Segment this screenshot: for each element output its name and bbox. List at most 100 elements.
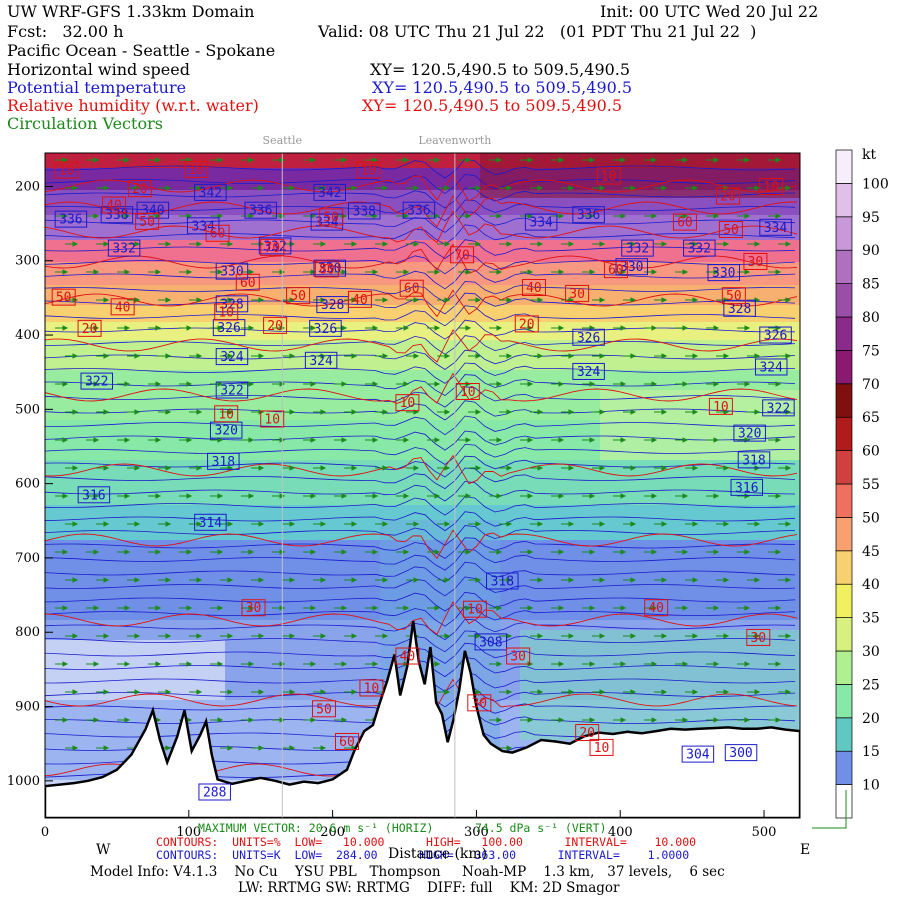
rh-label: 60 bbox=[240, 276, 256, 291]
vector-arrowhead bbox=[754, 353, 761, 359]
vector-arrowhead bbox=[351, 297, 358, 303]
colorbar-level-label: 100 bbox=[862, 176, 889, 192]
vector-arrowhead bbox=[496, 549, 503, 555]
vector-arrowhead bbox=[754, 521, 761, 527]
rh-contour-line bbox=[45, 372, 798, 404]
theta-label: 326 bbox=[577, 331, 600, 346]
vector-arrowhead bbox=[651, 157, 658, 163]
theta-contour-line bbox=[45, 158, 796, 179]
theta-label: 332 bbox=[626, 242, 649, 257]
rh-label: 20 bbox=[267, 319, 283, 334]
vector-arrowhead bbox=[103, 409, 110, 415]
vector-arrowhead bbox=[134, 185, 141, 191]
rh-label-box bbox=[743, 252, 768, 270]
rh-label: 20 bbox=[519, 317, 535, 332]
vector-arrowhead bbox=[434, 157, 441, 163]
theta-label-box bbox=[304, 351, 338, 369]
theta-label: 342 bbox=[318, 186, 341, 201]
vector-arrowhead bbox=[248, 213, 255, 219]
vector-arrowhead bbox=[72, 353, 79, 359]
x-tick-label: 100 bbox=[176, 825, 201, 840]
vector-arrowhead bbox=[196, 409, 203, 415]
theta-label-box bbox=[524, 213, 558, 231]
theta-contour-line bbox=[45, 606, 796, 627]
y-tick-label: 300 bbox=[15, 254, 40, 269]
rh-label: 30 bbox=[471, 696, 487, 711]
rh-label: 30 bbox=[748, 255, 764, 270]
rh-label: 20 bbox=[82, 322, 98, 337]
theta-label-box bbox=[244, 201, 277, 219]
vector-arrowhead bbox=[775, 437, 782, 443]
vector-arrowhead bbox=[754, 689, 761, 695]
rh-label: 40 bbox=[115, 300, 131, 315]
vector-arrowhead bbox=[227, 633, 234, 639]
vector-arrowhead bbox=[620, 325, 627, 331]
vector-arrowhead bbox=[475, 521, 482, 527]
colorbar-swatch bbox=[835, 350, 853, 385]
cross-section-endpoints: XY= 120.5,490.5 to 509.5,490.5 bbox=[372, 78, 633, 97]
vector-arrowhead bbox=[103, 745, 110, 751]
vector-arrowhead bbox=[785, 409, 792, 415]
vector-arrowhead bbox=[537, 465, 544, 471]
colorbar-level-label: 90 bbox=[862, 243, 880, 259]
vector-arrowhead bbox=[527, 213, 534, 219]
vector-arrowhead bbox=[165, 241, 172, 247]
vector-arrowhead bbox=[186, 269, 193, 275]
theta-contour-line bbox=[45, 576, 796, 597]
colorbar-swatch bbox=[835, 149, 853, 184]
vector-arrowhead bbox=[475, 241, 482, 247]
init-time: Init: 00 UTC Wed 20 Jul 22 bbox=[600, 2, 819, 21]
vector-arrowhead bbox=[341, 437, 348, 443]
theta-label: 332 bbox=[688, 242, 711, 257]
vector-arrowhead bbox=[310, 325, 317, 331]
rh-contours bbox=[45, 174, 798, 818]
vector-arrowhead bbox=[506, 353, 513, 359]
vector-arrowhead bbox=[661, 633, 668, 639]
rh-contour-line bbox=[45, 601, 798, 635]
vector-arrowhead bbox=[248, 661, 255, 667]
vector-arrowhead bbox=[723, 465, 730, 471]
vector-arrowhead bbox=[382, 409, 389, 415]
east-label: E bbox=[800, 842, 811, 858]
vector-arrowhead bbox=[124, 717, 131, 723]
vector-arrowhead bbox=[713, 717, 720, 723]
theta-label-box bbox=[207, 452, 240, 470]
rh-label: 60 bbox=[339, 735, 355, 750]
vector-arrowhead bbox=[351, 689, 358, 695]
vector-arrowhead bbox=[620, 381, 627, 387]
vector-arrowhead bbox=[444, 689, 451, 695]
vector-arrowhead bbox=[713, 269, 720, 275]
vector-arrowhead bbox=[413, 577, 420, 583]
vector-arrowhead bbox=[72, 521, 79, 527]
physics-info: LW: RRTMG SW: RRTMG DIFF: full KM: 2D Sm… bbox=[238, 880, 620, 896]
rh-contour-line bbox=[45, 454, 798, 485]
vector-arrowhead bbox=[723, 633, 730, 639]
vector-arrowhead bbox=[93, 325, 100, 331]
vector-arrowhead bbox=[351, 521, 358, 527]
vector-arrowhead bbox=[558, 493, 565, 499]
vector-arrowhead bbox=[341, 661, 348, 667]
vector-arrowhead bbox=[155, 605, 162, 611]
location-label: Seattle bbox=[263, 134, 302, 147]
vector-arrowhead bbox=[651, 437, 658, 443]
rh-label-box bbox=[77, 319, 102, 337]
theta-label: 332 bbox=[263, 239, 286, 254]
vector-arrowhead bbox=[341, 605, 348, 611]
vector-arrowhead bbox=[661, 577, 668, 583]
vector-arrowhead bbox=[620, 213, 627, 219]
vector-arrowhead bbox=[775, 157, 782, 163]
theta-label-box bbox=[724, 744, 758, 762]
vector-arrowhead bbox=[289, 353, 296, 359]
vector-arrowhead bbox=[620, 605, 627, 611]
vector-arrowhead bbox=[630, 185, 637, 191]
theta-label-box bbox=[486, 572, 519, 590]
rh-label-box bbox=[462, 600, 487, 618]
vector-arrowhead bbox=[537, 409, 544, 415]
theta-label-box bbox=[348, 202, 381, 220]
vector-arrowhead bbox=[248, 717, 255, 723]
vector-arrowhead bbox=[630, 521, 637, 527]
theta-label-box bbox=[621, 239, 654, 257]
rh-label: 10 bbox=[188, 163, 204, 178]
rh-label-box bbox=[214, 303, 239, 321]
vector-arrowhead bbox=[217, 717, 224, 723]
